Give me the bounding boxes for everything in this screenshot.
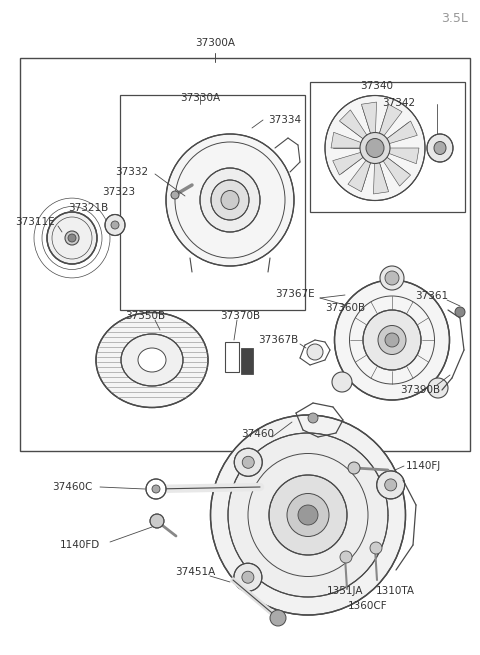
Text: 37370B: 37370B (220, 311, 260, 321)
Circle shape (234, 563, 262, 591)
Ellipse shape (211, 415, 406, 615)
Polygon shape (383, 157, 410, 186)
Text: 37367B: 37367B (258, 335, 298, 345)
Polygon shape (339, 110, 367, 139)
Ellipse shape (96, 312, 208, 407)
Circle shape (340, 551, 352, 563)
Polygon shape (331, 132, 362, 148)
Circle shape (380, 266, 404, 290)
Ellipse shape (385, 333, 399, 347)
Ellipse shape (221, 191, 239, 210)
Ellipse shape (65, 231, 79, 245)
Circle shape (455, 307, 465, 317)
Ellipse shape (121, 334, 183, 386)
Circle shape (308, 413, 318, 423)
Circle shape (150, 514, 164, 528)
Circle shape (377, 471, 405, 499)
Text: 37361: 37361 (415, 291, 448, 301)
Ellipse shape (68, 234, 76, 242)
Polygon shape (388, 148, 419, 164)
Ellipse shape (228, 433, 388, 597)
Circle shape (307, 344, 323, 360)
Polygon shape (361, 102, 376, 134)
Text: 37360B: 37360B (325, 303, 365, 313)
Text: 1140FJ: 1140FJ (406, 461, 441, 471)
Text: 1310TA: 1310TA (375, 586, 415, 596)
Text: 37350B: 37350B (125, 311, 165, 321)
Text: 37451A: 37451A (175, 567, 215, 577)
Ellipse shape (434, 141, 446, 155)
Circle shape (428, 378, 448, 398)
Polygon shape (333, 152, 364, 175)
Text: 37334: 37334 (268, 115, 301, 125)
Bar (120, 95, 305, 310)
Polygon shape (373, 162, 389, 194)
Bar (241, 348, 253, 374)
Circle shape (270, 610, 286, 626)
Text: 37367E: 37367E (275, 289, 315, 299)
Ellipse shape (335, 280, 449, 400)
Ellipse shape (105, 214, 125, 236)
Text: 37321B: 37321B (68, 203, 108, 213)
Circle shape (332, 372, 352, 392)
Text: 1351JA: 1351JA (327, 586, 363, 596)
Ellipse shape (427, 134, 453, 162)
Circle shape (152, 485, 160, 493)
Text: 37323: 37323 (102, 187, 135, 197)
Bar (20, 58, 470, 451)
Text: 3.5L: 3.5L (442, 12, 468, 24)
Text: 1140FD: 1140FD (60, 540, 100, 550)
Circle shape (242, 571, 254, 583)
Text: 37390B: 37390B (400, 385, 440, 395)
Text: 37332: 37332 (115, 167, 148, 177)
Circle shape (171, 191, 179, 199)
Polygon shape (379, 104, 402, 136)
Polygon shape (386, 121, 417, 144)
Ellipse shape (138, 348, 166, 372)
Circle shape (146, 479, 166, 499)
Polygon shape (348, 160, 371, 192)
Text: 37311E: 37311E (15, 217, 55, 227)
Ellipse shape (325, 96, 425, 200)
Ellipse shape (366, 138, 384, 157)
Ellipse shape (378, 326, 406, 354)
Ellipse shape (269, 475, 347, 555)
Text: 37342: 37342 (382, 98, 415, 108)
Bar (310, 82, 465, 212)
Ellipse shape (298, 505, 318, 525)
Ellipse shape (363, 310, 421, 370)
Ellipse shape (211, 180, 249, 220)
Circle shape (384, 479, 396, 491)
Text: 37460C: 37460C (52, 482, 92, 492)
Circle shape (242, 457, 254, 468)
Ellipse shape (47, 212, 97, 264)
Ellipse shape (287, 493, 329, 536)
Ellipse shape (166, 134, 294, 266)
Ellipse shape (111, 221, 119, 229)
Ellipse shape (360, 132, 390, 164)
Text: 37330A: 37330A (180, 93, 220, 103)
Bar (225, 342, 239, 372)
Text: 1360CF: 1360CF (348, 601, 388, 611)
Circle shape (348, 462, 360, 474)
Circle shape (385, 271, 399, 285)
Text: 37460: 37460 (241, 429, 275, 439)
Circle shape (370, 542, 382, 554)
Circle shape (234, 448, 262, 476)
Ellipse shape (200, 168, 260, 232)
Text: 37300A: 37300A (195, 38, 235, 48)
Text: 37340: 37340 (360, 81, 393, 91)
